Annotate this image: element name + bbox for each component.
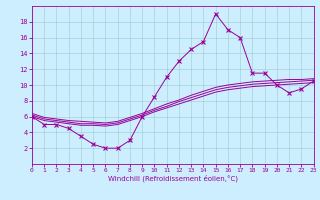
X-axis label: Windchill (Refroidissement éolien,°C): Windchill (Refroidissement éolien,°C) xyxy=(108,175,238,182)
